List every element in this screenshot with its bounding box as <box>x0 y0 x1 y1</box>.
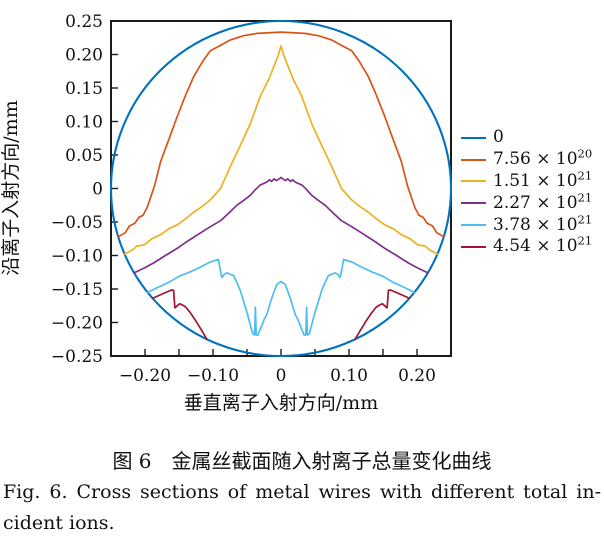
y-tick-label: −0.05 <box>51 213 103 233</box>
series-0-curve <box>110 20 452 357</box>
legend-line-swatch <box>461 202 486 205</box>
legend: 0 7.56 × 1020 1.51 × 1021 2.27 × 1021 3.… <box>461 127 592 258</box>
legend-line-swatch <box>461 158 486 161</box>
caption-chinese: 图 6 金属丝截面随入射离子总量变化曲线 <box>112 449 492 473</box>
legend-label: 3.78 × 1021 <box>493 211 593 235</box>
y-tick-label: −0.25 <box>51 347 103 367</box>
series-curves <box>110 20 452 357</box>
x-axis-label: 垂直离子入射方向/mm <box>184 392 378 414</box>
y-tick-label: 0.15 <box>65 79 103 99</box>
series-4.54×10^21-curve <box>354 289 411 341</box>
series-1.51×10^21-curve <box>123 44 439 256</box>
series-4.54×10^21-curve <box>151 289 208 341</box>
legend-line-swatch <box>461 224 486 227</box>
y-tick-label: −0.15 <box>51 280 103 300</box>
legend-item-5: 4.54 × 1021 <box>461 233 593 258</box>
caption-english-line1: Fig. 6. Cross sections of metal wires wi… <box>3 481 601 503</box>
y-tick-label: 0.25 <box>65 12 103 32</box>
legend-line-swatch <box>461 136 486 139</box>
legend-line-swatch <box>461 180 486 183</box>
cross-section-chart: 0.25 0.20 0.15 0.10 0.05 0 −0.05 −0.10 −… <box>0 12 452 414</box>
y-tick-label: −0.20 <box>51 314 103 334</box>
x-tick-label: 0.10 <box>330 366 368 386</box>
series-3.78×10^21-curve <box>146 258 416 337</box>
legend-label: 0 <box>493 127 504 148</box>
x-tick-label: 0.20 <box>398 366 436 386</box>
legend-label: 2.27 × 1021 <box>493 190 593 213</box>
legend-label: 4.54 × 1021 <box>493 233 593 257</box>
y-axis-label: 沿离子入射方向/mm <box>0 100 22 275</box>
x-tick-label: −0.10 <box>187 366 239 386</box>
legend-item-4: 3.78 × 1021 <box>461 211 593 236</box>
series-7.56×10^20-curve <box>117 31 445 238</box>
y-tick-label: 0.05 <box>65 146 103 166</box>
legend-label: 1.51 × 1021 <box>493 168 593 191</box>
x-tick-label: −0.20 <box>119 366 171 386</box>
legend-item-3: 2.27 × 1021 <box>461 190 593 214</box>
caption-english-line2: cident ions. <box>3 512 115 534</box>
legend-item-1: 7.56 × 1020 <box>461 146 593 171</box>
legend-line-swatch <box>461 245 486 248</box>
legend-item-0: 0 <box>461 127 592 149</box>
plot-frame <box>110 20 452 357</box>
x-tick-label: 0 <box>276 366 287 386</box>
tick-marks <box>111 53 418 356</box>
y-tick-label: −0.10 <box>51 247 103 267</box>
y-tick-label: 0 <box>92 180 103 200</box>
legend-label: 7.56 × 1020 <box>493 146 593 170</box>
series-2.27×10^21-curve <box>133 176 429 274</box>
y-tick-label: 0.20 <box>65 46 103 66</box>
legend-item-2: 1.51 × 1021 <box>461 168 593 193</box>
y-tick-label: 0.10 <box>65 113 103 133</box>
